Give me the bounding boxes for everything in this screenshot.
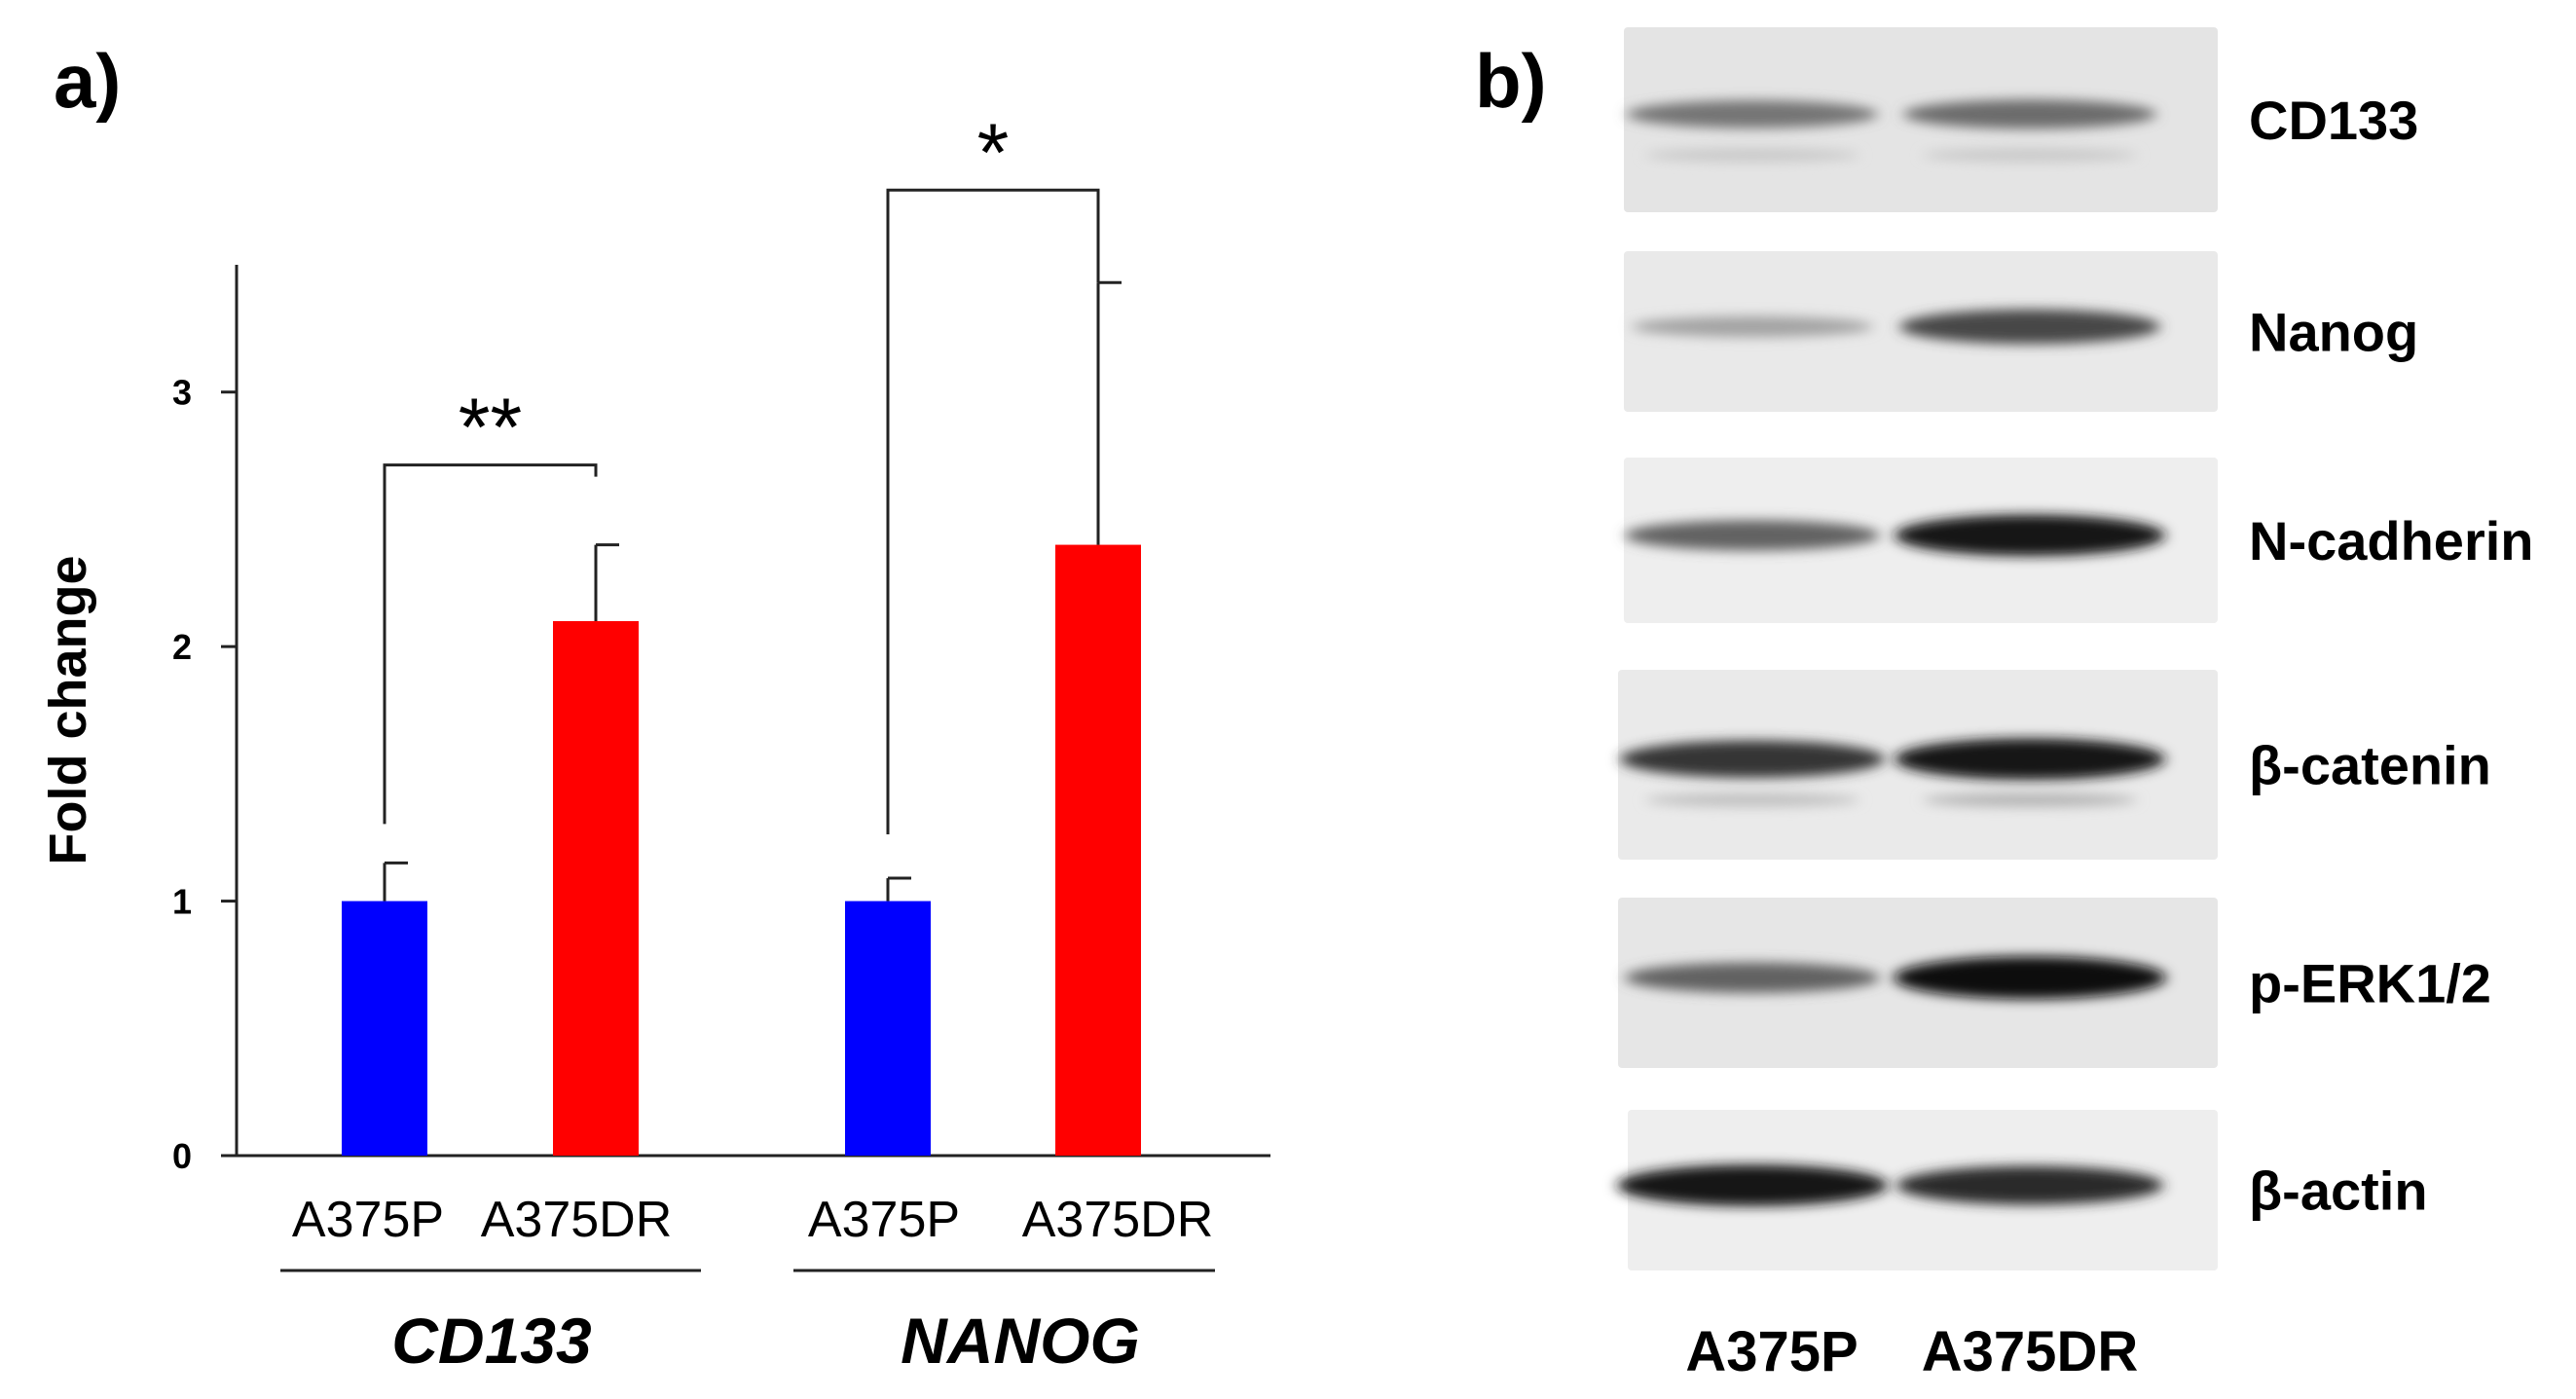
blot-protein-label: p-ERK1/2	[2249, 953, 2491, 1014]
panel-b-letter: b)	[1475, 38, 1547, 124]
blot-protein-label: β-catenin	[2249, 735, 2491, 796]
significance-bracket	[886, 188, 1100, 835]
protein-band	[1617, 1164, 1888, 1206]
protein-band	[1625, 520, 1880, 551]
y-tick-label: 0	[172, 1136, 192, 1176]
protein-band-faint	[1645, 792, 1859, 807]
significance-bracket	[383, 463, 598, 825]
category-label: A375DR	[1022, 1192, 1214, 1248]
protein-band-faint	[1923, 148, 2137, 163]
protein-band	[1895, 738, 2165, 780]
y-tick-label: 2	[172, 627, 192, 667]
panel-a-letter: a)	[54, 38, 121, 124]
protein-band-faint	[1645, 148, 1859, 163]
blot-protein-label: Nanog	[2249, 302, 2418, 363]
category-label: A375P	[292, 1192, 444, 1248]
blot-protein-label: CD133	[2249, 90, 2418, 151]
protein-band	[1625, 962, 1880, 993]
protein-band	[1894, 956, 2166, 1000]
group-label: CD133	[391, 1305, 591, 1377]
bar	[845, 901, 931, 1156]
protein-band	[1895, 514, 2165, 557]
western-blot-panel: CD133 Nanog N-cadherin β-catenin p-ERK1/2 β-a…	[1617, 27, 2534, 1270]
bar	[1055, 544, 1141, 1156]
protein-band	[1899, 309, 2160, 345]
protein-band	[1896, 1165, 2163, 1205]
y-axis-title: Fold change	[39, 555, 97, 865]
protein-band	[1632, 315, 1873, 338]
group-label: NANOG	[901, 1305, 1140, 1377]
significance-marker: *	[977, 106, 1010, 198]
protein-band-faint	[1923, 792, 2137, 807]
blot-protein-label: N-cadherin	[2249, 510, 2534, 571]
protein-band	[1620, 740, 1885, 778]
significance-marker: **	[459, 382, 522, 473]
bar-chart: 0 1 2 3 Fold change A375P A375DR CD133 ** A375P A3…	[39, 106, 1270, 1377]
protein-band	[1903, 99, 2156, 129]
y-tick-label: 1	[172, 882, 192, 922]
bar	[342, 901, 427, 1156]
protein-band	[1627, 100, 1878, 129]
lane-label-a375dr: A375DR	[1922, 1320, 2138, 1383]
y-tick-label: 3	[172, 373, 192, 413]
bar	[553, 621, 639, 1156]
blot-protein-label: β-actin	[2249, 1160, 2428, 1222]
category-label: A375P	[808, 1192, 960, 1248]
category-label: A375DR	[481, 1192, 673, 1248]
lane-label-a375p: A375P	[1685, 1320, 1858, 1383]
